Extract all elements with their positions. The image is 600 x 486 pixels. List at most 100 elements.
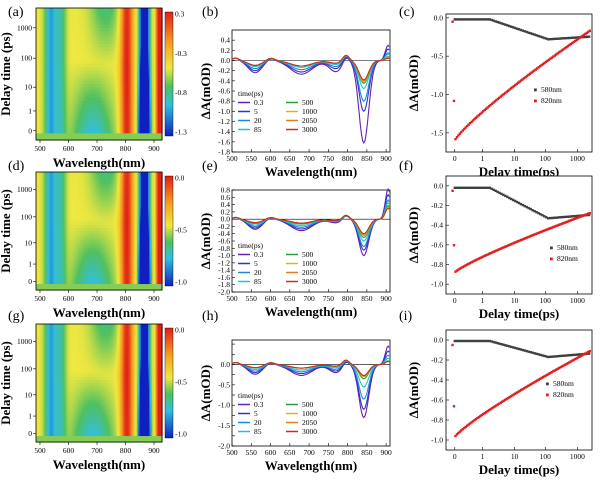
- heatmap-cell: [124, 14, 127, 19]
- heatmap-cell: [150, 97, 153, 101]
- heatmap-cell: [108, 31, 111, 35]
- heatmap-cell: [108, 120, 111, 125]
- heatmap-cell: [100, 77, 103, 82]
- heatmap-cell: [136, 14, 139, 19]
- heatmap-cell: [73, 100, 76, 105]
- heatmap-cell: [159, 103, 162, 108]
- heatmap-cell: [124, 21, 127, 26]
- heatmap-cell: [40, 126, 43, 131]
- heatmap-cell: [64, 17, 66, 22]
- heatmap-cell: [129, 83, 132, 88]
- heatmap-cell: [73, 97, 76, 101]
- heatmap-cell: [72, 31, 75, 35]
- heatmap-cell: [59, 54, 62, 59]
- heatmap-cell: [66, 17, 69, 22]
- heatmap-cell: [96, 83, 99, 88]
- heatmap-cell: [59, 17, 62, 22]
- heatmap-cell: [57, 8, 59, 12]
- heatmap-cell: [157, 120, 160, 125]
- heatmap-cell: [55, 90, 58, 95]
- heatmap-cell: [150, 37, 153, 42]
- heatmap-cell: [120, 34, 122, 39]
- heatmap-cell: [108, 44, 111, 49]
- heatmap-cell: [79, 60, 82, 65]
- heatmap-cell: [65, 54, 68, 59]
- heatmap-cell: [136, 80, 139, 85]
- heatmap-cell: [48, 120, 51, 125]
- heatmap-cell: [115, 116, 118, 121]
- heatmap-cell: [142, 120, 145, 125]
- heatmap-cell: [48, 37, 51, 42]
- heatmap-cell: [45, 50, 48, 55]
- heatmap-cell: [66, 116, 69, 121]
- heatmap-cell: [41, 50, 44, 55]
- heatmap-cell: [41, 41, 44, 45]
- heatmap-cell: [92, 70, 94, 75]
- heatmap-cell: [76, 44, 79, 49]
- heatmap-cell: [152, 107, 155, 111]
- heatmap-cell: [41, 90, 44, 95]
- heatmap-cell: [51, 70, 54, 75]
- heatmap-cell: [66, 14, 69, 19]
- heatmap-cell: [48, 67, 51, 72]
- heatmap-cell: [107, 41, 110, 45]
- heatmap-cell: [136, 17, 139, 22]
- heatmap-cell: [62, 97, 65, 101]
- heatmap-cell: [65, 126, 68, 131]
- heatmap-cell: [107, 103, 110, 108]
- heatmap-cell: [120, 90, 122, 95]
- heatmap-cell: [51, 74, 54, 78]
- heatmap-cell: [129, 107, 132, 111]
- heatmap-cell: [87, 31, 90, 35]
- heatmap-cell: [103, 44, 106, 49]
- heatmap-cell: [97, 31, 100, 35]
- heatmap-cell: [85, 103, 87, 108]
- heatmap-cell: [48, 34, 51, 39]
- heatmap-cell: [101, 34, 104, 39]
- heatmap-cell: [104, 126, 107, 131]
- heatmap-cell: [69, 126, 72, 131]
- heatmap-cell: [103, 54, 106, 59]
- heatmap-cell: [118, 83, 121, 88]
- heatmap-cell: [45, 123, 48, 128]
- heatmap-cell: [120, 44, 122, 49]
- heatmap-cell: [58, 97, 61, 101]
- heatmap-cell: [76, 120, 79, 125]
- heatmap-cell: [66, 67, 69, 72]
- heatmap-cell: [121, 50, 124, 55]
- heatmap-cell: [78, 64, 80, 68]
- heatmap-cell: [114, 11, 117, 16]
- heatmap-cell: [134, 67, 136, 72]
- heatmap-cell: [55, 24, 58, 29]
- heatmap-cell: [36, 17, 38, 22]
- heatmap-cell: [62, 8, 65, 12]
- heatmap-cell: [68, 97, 71, 101]
- heatmap-cell: [149, 123, 152, 128]
- heatmap-cell: [82, 70, 85, 75]
- heatmap-cell: [58, 54, 61, 59]
- heatmap-cell: [83, 100, 86, 105]
- heatmap-cell: [40, 57, 43, 62]
- heatmap-cell: [72, 123, 75, 128]
- heatmap-cell: [143, 107, 146, 111]
- heatmap-cell: [68, 14, 71, 19]
- heatmap-cell: [61, 31, 64, 35]
- heatmap-cell: [83, 47, 86, 52]
- heatmap-cell: [159, 14, 162, 19]
- heatmap-cell: [86, 110, 89, 115]
- heatmap-cell: [43, 24, 45, 29]
- heatmap-cell: [108, 80, 111, 85]
- heatmap-cell: [131, 70, 134, 75]
- heatmap-cell: [121, 17, 124, 22]
- heatmap-cell: [61, 60, 64, 65]
- heatmap-cell: [111, 44, 114, 49]
- heatmap-cell: [113, 126, 115, 131]
- heatmap-cell: [146, 8, 149, 12]
- heatmap-cell: [142, 123, 145, 128]
- heatmap-cell: [62, 14, 65, 19]
- heatmap-cell: [114, 60, 117, 65]
- heatmap-cell: [44, 24, 47, 29]
- heatmap-cell: [79, 57, 82, 62]
- heatmap-cell: [113, 123, 115, 128]
- heatmap-cell: [101, 27, 104, 32]
